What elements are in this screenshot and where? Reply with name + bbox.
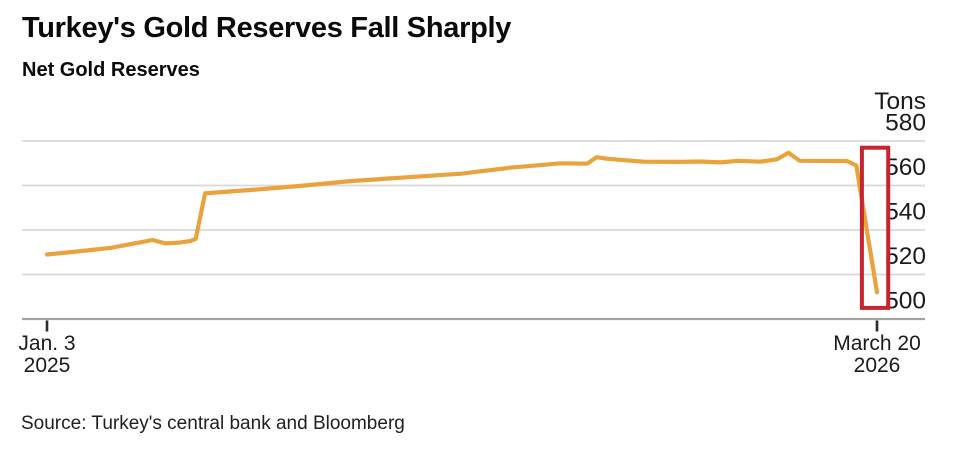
x-tick-year: 2025 — [23, 353, 71, 377]
y-axis-tick-label: 580 — [885, 110, 926, 137]
highlight-box — [859, 145, 891, 310]
chart-title: Turkey's Gold Reserves Fall Sharply — [22, 12, 512, 44]
y-axis-tick-label: 500 — [885, 288, 926, 315]
gold-reserves-line — [44, 150, 880, 295]
source-note: Source: Turkey's central bank and Bloomb… — [21, 413, 405, 434]
x-tick-date: Jan. 3 — [18, 332, 76, 355]
x-axis-tick-label: March 20 2026 — [802, 333, 952, 376]
y-axis-unit-label: Tons — [874, 88, 926, 115]
x-axis-tick-label: Jan. 3 2025 — [0, 333, 122, 376]
x-tick-year: 2026 — [853, 353, 901, 377]
y-axis-tick-label: 560 — [885, 154, 926, 181]
y-axis-tick-label: 520 — [885, 243, 926, 270]
chart-subtitle: Net Gold Reserves — [22, 59, 200, 81]
y-axis-tick-label: 540 — [885, 199, 926, 226]
x-tick-date: March 20 — [833, 332, 921, 355]
